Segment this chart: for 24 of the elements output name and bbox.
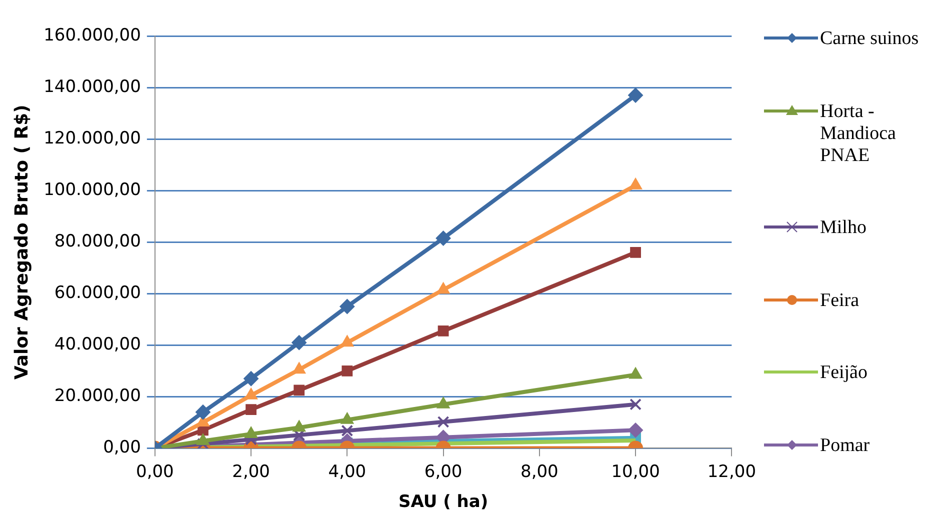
y-axis-title: Valor Agregado Bruto ( R$): [11, 104, 32, 380]
x-tick-label: 0,00: [136, 462, 174, 482]
y-tick-label: 40.000,00: [54, 334, 141, 355]
legend-label: Milho: [820, 217, 866, 240]
legend-label: Horta - Mandioca PNAE: [820, 100, 897, 167]
y-tick-label: 140.000,00: [44, 76, 141, 97]
y-tick-label: 160.000,00: [44, 25, 141, 46]
x-tick-label: 12,00: [707, 462, 756, 482]
y-tick-label: 80.000,00: [54, 232, 141, 252]
legend-label: Pomar: [820, 434, 870, 457]
y-tick-label: 0,00: [103, 438, 141, 458]
legend-label: Carne suinos: [820, 28, 919, 50]
x-tick-label: 4,00: [328, 462, 366, 482]
y-tick-label: 20.000,00: [54, 386, 141, 406]
legend-label: Feira: [820, 290, 860, 312]
x-tick-label: 10,00: [611, 462, 660, 482]
y-tick-label: 100.000,00: [44, 180, 141, 200]
y-tick-label: 60.000,00: [54, 283, 141, 304]
legend-label: Feijão: [820, 362, 868, 384]
x-tick-label: 6,00: [424, 462, 462, 482]
x-axis-title: SAU ( ha): [398, 492, 488, 512]
x-tick-label: 8,00: [520, 462, 558, 482]
x-tick-label: 2,00: [232, 462, 270, 482]
y-tick-label: 120.000,00: [44, 128, 141, 148]
